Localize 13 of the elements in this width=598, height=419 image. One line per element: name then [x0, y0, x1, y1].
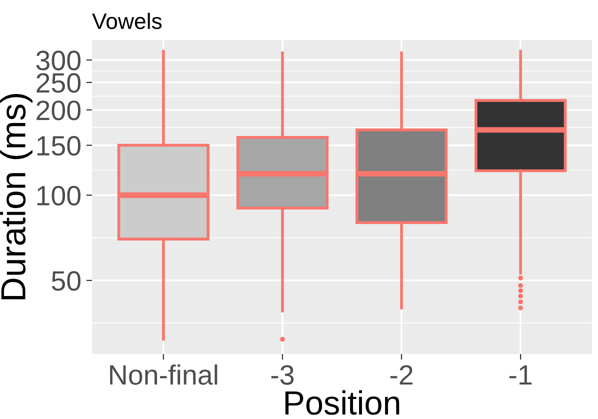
- x-tick-label: -2: [390, 365, 412, 385]
- y-tick-label: 150: [37, 136, 80, 156]
- y-tick-label: 100: [37, 186, 80, 206]
- x-tick-label: -1: [509, 365, 532, 385]
- x-tick-label: -3: [271, 365, 294, 385]
- y-axis-title: Duration (ms): [0, 94, 32, 300]
- y-tick-label: 50: [52, 271, 80, 291]
- chart-title: Vowels: [92, 12, 162, 30]
- y-tick-label: 250: [36, 73, 80, 93]
- y-tick-label: 200: [36, 100, 80, 120]
- y-tick-label: 300: [36, 50, 80, 70]
- x-axis-title: Position: [285, 390, 400, 415]
- x-tick-label: Non-final: [110, 364, 218, 385]
